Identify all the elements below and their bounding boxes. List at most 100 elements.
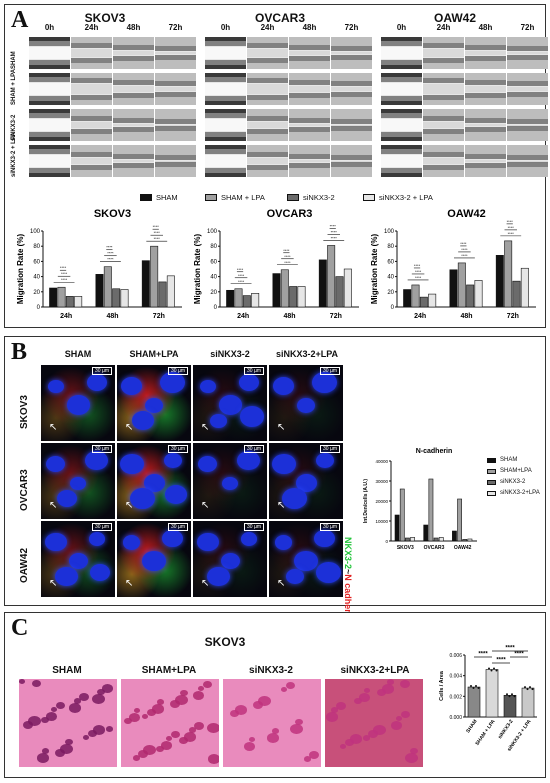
wound-edge-bottom: [331, 125, 372, 131]
wound-cells-top: [113, 37, 154, 45]
panel-b-letter: B: [11, 339, 28, 365]
wound-image: [423, 145, 464, 177]
bar: [457, 262, 466, 308]
cell-blob: [157, 699, 164, 705]
wound-image: [113, 145, 154, 177]
cell-blob: [65, 739, 73, 746]
nucleus: [165, 485, 188, 504]
wound-edge-bottom: [155, 125, 196, 131]
cell-blob: [93, 725, 105, 735]
cell-blob: [32, 680, 41, 688]
wound-gap: [71, 122, 112, 128]
cell-blob: [208, 754, 219, 764]
bar: [49, 287, 58, 308]
wound-cells-top: [331, 73, 372, 81]
legend-item-sham-lpa: SHAM + LPA: [205, 193, 265, 202]
y-tick-label: 30000: [375, 479, 388, 484]
wound-edge-top: [155, 46, 196, 52]
arrow-icon: ↖: [49, 578, 58, 589]
bar: [141, 260, 150, 308]
wound-edge-top: [381, 113, 422, 119]
cell-blob: [193, 691, 204, 700]
cell-blob: [51, 707, 57, 712]
wound-gap: [205, 155, 246, 167]
wound-cells-bottom: [381, 64, 422, 69]
x-tick-label: OAW42: [454, 545, 472, 551]
bar: [103, 266, 112, 308]
data-point: [472, 687, 475, 690]
wound-image: [381, 73, 422, 105]
wound-cells-top: [247, 73, 288, 79]
cell-blob: [60, 744, 73, 755]
cell-line-title-ovcar3: OVCAR3: [254, 11, 305, 25]
wound-edge-bottom: [465, 163, 506, 169]
legend-b-sinkx: siNKX3-2: [487, 479, 525, 485]
bar: [467, 538, 473, 542]
data-point: [529, 686, 531, 689]
wound-cells-bottom: [247, 62, 288, 69]
wound-edge-top: [205, 149, 246, 155]
y-tick-label: 40000: [375, 459, 388, 464]
c-col-label-sham-lpa: SHAM+LPA: [141, 665, 197, 676]
wound-edge-bottom: [71, 94, 112, 100]
cell-blob: [142, 714, 148, 719]
nucleus: [240, 532, 257, 546]
bar: [226, 289, 235, 308]
cell-blob: [79, 693, 89, 701]
wound-gap: [423, 84, 464, 94]
wound-cells-bottom: [205, 100, 246, 105]
nucleus: [240, 406, 265, 427]
fluorescence-image: 30 µm ↖: [193, 443, 267, 519]
wound-edge-top: [71, 78, 112, 84]
cell-blob: [331, 707, 338, 713]
wound-edge-top: [205, 77, 246, 83]
wound-image: [331, 37, 372, 69]
x-tick-label: siNKX3-2: [497, 719, 515, 741]
wound-edge-top: [289, 117, 330, 123]
wound-cells-bottom: [289, 168, 330, 177]
timepoint-label: 24h: [260, 23, 275, 32]
fluorescence-image: 30 µm ↖: [41, 443, 115, 519]
wound-edge-bottom: [507, 125, 548, 131]
nucleus: [314, 529, 335, 548]
data-point: [531, 688, 534, 691]
histology-image: [325, 679, 423, 767]
arrow-icon: ↖: [125, 578, 134, 589]
fluorescence-image: 30 µm ↖: [269, 365, 343, 441]
wound-edge-bottom: [71, 164, 112, 170]
col-label-sinkx-lpa: siNKX3-2+LPA: [275, 349, 339, 359]
y-tick-label: 80: [33, 244, 40, 250]
data-point: [475, 685, 477, 688]
wound-edge-bottom: [113, 127, 154, 133]
nucleus: [199, 379, 216, 394]
wound-cells-top: [289, 37, 330, 45]
wound-cells-top: [289, 145, 330, 154]
bar: [457, 498, 462, 542]
wound-cells-top: [205, 109, 246, 114]
wound-edge-top: [71, 152, 112, 158]
nucleus: [145, 397, 163, 414]
nucleus: [88, 532, 105, 546]
wound-edge-bottom: [465, 93, 506, 99]
significance-label: ****: [415, 269, 422, 274]
timepoint-label: 0h: [220, 23, 231, 32]
significance-label: ****: [61, 271, 68, 276]
bar: [272, 273, 281, 308]
bar: [112, 288, 121, 308]
wound-cells-bottom: [423, 169, 464, 177]
y-axis-label: Migration Rate (%): [16, 234, 25, 305]
wound-edge-top: [247, 43, 288, 49]
nucleus: [237, 450, 260, 471]
wound-image: [247, 109, 288, 141]
wound-edge-bottom: [423, 94, 464, 100]
wound-gap: [29, 155, 70, 167]
nucleus: [220, 553, 240, 570]
wound-image: [289, 37, 330, 69]
wound-edge-top: [29, 149, 70, 155]
bar: [65, 296, 74, 308]
bar: [462, 539, 468, 542]
wound-edge-bottom: [331, 92, 372, 98]
bar: [467, 686, 481, 718]
panel-c-title: SKOV3: [204, 635, 246, 649]
y-tick-label: 40: [33, 275, 40, 281]
